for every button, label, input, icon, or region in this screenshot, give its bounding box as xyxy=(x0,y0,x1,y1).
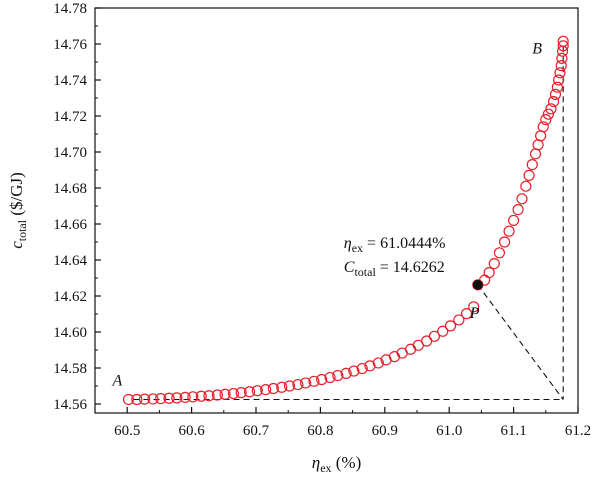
data-point xyxy=(523,169,535,181)
data-point xyxy=(551,81,563,93)
data-point xyxy=(557,35,569,47)
data-point xyxy=(316,373,328,386)
data-point xyxy=(516,193,528,205)
data-point xyxy=(512,204,524,216)
data-point xyxy=(147,393,159,405)
data-point xyxy=(542,108,554,120)
data-point xyxy=(507,214,520,226)
data-point xyxy=(356,362,368,375)
data-point xyxy=(276,381,288,393)
annotation-ctotal: Ctotal = 14.6262 xyxy=(344,259,445,279)
x-axis-ticks: 60.5 60.6 60.7 60.8 60.9 61.0 61.1 61.2 xyxy=(114,407,591,439)
endpoint-label-a: A xyxy=(111,373,122,390)
data-point xyxy=(468,301,480,313)
data-point xyxy=(195,390,207,402)
data-point xyxy=(340,367,352,379)
data-point xyxy=(332,369,344,382)
y-tick-label: 14.70 xyxy=(53,145,87,161)
endpoint-label-b: B xyxy=(532,40,542,57)
data-point xyxy=(122,393,135,406)
x-tick-label: 60.7 xyxy=(243,423,270,439)
plot-frame xyxy=(94,7,579,414)
data-point xyxy=(428,330,440,342)
data-point xyxy=(503,225,515,237)
data-point xyxy=(155,393,167,405)
y-tick-label: 14.78 xyxy=(53,1,87,17)
data-point xyxy=(537,121,549,133)
data-point xyxy=(553,74,565,86)
data-point xyxy=(235,387,247,399)
data-point xyxy=(554,67,566,79)
data-point xyxy=(493,247,506,259)
data-point xyxy=(251,385,263,397)
y-tick-label: 14.58 xyxy=(53,361,87,377)
annotation-eta: ηex = 61.0444% xyxy=(344,235,446,255)
data-point xyxy=(372,357,384,369)
data-point xyxy=(187,391,199,403)
data-point xyxy=(283,380,296,392)
data-point xyxy=(138,393,151,405)
data-point xyxy=(520,180,532,192)
data-point xyxy=(498,236,511,248)
x-tick-label: 61.1 xyxy=(500,423,526,439)
data-point xyxy=(203,390,215,402)
data-point xyxy=(437,325,449,337)
data-point xyxy=(299,377,312,389)
x-axis-label: ηex (%) xyxy=(312,453,362,475)
data-point xyxy=(404,343,417,355)
data-point xyxy=(227,387,240,400)
x-tick-label: 61.0 xyxy=(436,423,462,439)
y-tick-label: 14.72 xyxy=(53,109,87,125)
dashed-guide-lines xyxy=(133,46,564,401)
data-point xyxy=(526,159,538,171)
data-point xyxy=(260,384,272,396)
y-tick-label: 14.74 xyxy=(53,73,87,89)
y-axis-ticks: 14.56 14.58 14.60 14.62 14.64 14.66 14.68 14.70… xyxy=(53,1,101,413)
x-tick-label: 60.6 xyxy=(178,423,205,439)
data-point xyxy=(444,320,457,332)
data-point xyxy=(308,375,320,387)
data-point xyxy=(545,103,557,115)
highlight-point xyxy=(472,279,483,290)
dashed-diagonal-guide xyxy=(477,284,564,400)
data-point xyxy=(488,258,500,270)
data-point xyxy=(267,382,279,395)
y-tick-label: 14.62 xyxy=(53,289,87,305)
data-point xyxy=(540,113,552,126)
highlight-label-p: P xyxy=(469,305,480,322)
data-point xyxy=(179,391,191,403)
data-point xyxy=(549,88,562,101)
data-point xyxy=(211,389,223,401)
y-tick-label: 14.68 xyxy=(53,181,87,197)
data-point xyxy=(348,365,360,377)
data-point xyxy=(557,40,569,52)
data-point xyxy=(219,388,231,400)
y-tick-label: 14.56 xyxy=(53,397,87,413)
y-tick-label: 14.66 xyxy=(53,217,87,233)
data-point xyxy=(421,335,433,347)
data-point xyxy=(555,59,567,72)
data-points xyxy=(122,35,569,406)
data-point xyxy=(556,52,568,65)
data-point xyxy=(460,308,473,320)
data-point xyxy=(547,95,560,108)
data-point xyxy=(131,393,143,406)
x-tick-label: 60.9 xyxy=(372,423,398,439)
data-point xyxy=(171,392,183,404)
x-tick-label: 61.2 xyxy=(565,423,591,439)
data-point xyxy=(453,314,465,326)
x-tick-label: 60.8 xyxy=(307,423,333,439)
data-point xyxy=(324,371,336,384)
y-tick-label: 14.60 xyxy=(53,325,87,341)
data-point xyxy=(163,392,175,404)
data-point xyxy=(483,267,495,279)
y-tick-label: 14.64 xyxy=(53,253,87,269)
data-point xyxy=(292,378,304,391)
x-tick-label: 60.5 xyxy=(114,423,140,439)
y-tick-label: 14.76 xyxy=(53,37,87,53)
y-axis-label: ctotal ($/GJ) xyxy=(7,172,29,249)
data-point xyxy=(243,386,256,398)
